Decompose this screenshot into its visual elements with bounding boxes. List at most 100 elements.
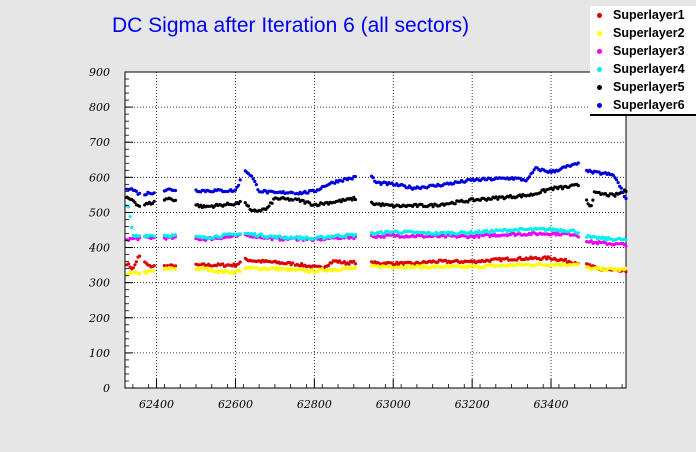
x-tick-label: 63200: [455, 398, 490, 411]
y-tick-label: 600: [89, 171, 110, 184]
data-point: [554, 233, 558, 237]
data-point: [221, 262, 225, 266]
y-tick-label: 800: [89, 101, 110, 114]
data-point: [624, 266, 628, 270]
data-point: [306, 191, 310, 195]
data-point: [417, 264, 421, 268]
data-point: [237, 202, 241, 206]
data-point: [404, 266, 408, 270]
data-point: [497, 256, 501, 260]
data-point: [379, 230, 383, 234]
data-point: [344, 235, 348, 239]
data-point: [477, 235, 481, 239]
data-point: [250, 174, 254, 178]
data-point: [138, 254, 142, 258]
data-point: [453, 202, 457, 206]
data-point: [494, 195, 498, 199]
series-superlayer5: [125, 182, 628, 213]
data-point: [353, 198, 357, 202]
data-point: [295, 234, 299, 239]
data-point: [333, 181, 337, 185]
data-point: [496, 197, 500, 201]
data-point: [144, 271, 148, 275]
data-point: [286, 269, 290, 273]
legend-entry-superlayer2: Superlayer2: [590, 24, 696, 42]
legend-entry-superlayer5: Superlayer5: [590, 78, 696, 96]
data-point: [589, 239, 593, 243]
data-point: [233, 188, 238, 192]
x-tick-label: 62800: [297, 398, 332, 411]
data-point: [253, 232, 257, 236]
data-point: [300, 262, 304, 266]
data-point: [298, 264, 302, 268]
legend-marker-superlayer5: [597, 85, 602, 90]
data-point: [152, 264, 156, 268]
legend-marker-superlayer2: [597, 31, 602, 36]
data-point: [275, 236, 279, 240]
data-point: [447, 230, 451, 234]
legend-entry-superlayer3: Superlayer3: [590, 42, 696, 60]
data-point: [297, 237, 301, 241]
data-point: [130, 225, 134, 229]
data-point: [564, 257, 568, 261]
data-point: [317, 203, 321, 207]
data-point: [395, 260, 399, 264]
data-point: [418, 266, 423, 270]
y-tick-label: 300: [89, 277, 110, 290]
data-point: [138, 204, 142, 208]
data-point: [287, 260, 292, 265]
legend-label-superlayer4: Superlayer4: [613, 62, 685, 76]
legend-marker-superlayer6: [597, 103, 602, 108]
data-point: [173, 233, 178, 237]
chart-title: DC Sigma after Iteration 6 (all sectors): [112, 14, 470, 37]
y-tick-label: 400: [88, 242, 110, 255]
legend-entry-superlayer6: Superlayer6: [590, 96, 696, 114]
data-point: [134, 260, 138, 264]
x-tick-label: 63000: [376, 398, 411, 411]
data-point: [144, 193, 148, 197]
data-point: [429, 202, 434, 206]
data-point: [576, 184, 580, 188]
data-point: [301, 199, 305, 203]
data-point: [237, 183, 241, 187]
data-point: [341, 179, 345, 183]
data-point: [291, 267, 295, 271]
data-point: [205, 266, 209, 270]
legend-label-superlayer5: Superlayer5: [613, 80, 685, 94]
data-point: [138, 272, 142, 276]
data-point: [196, 203, 200, 207]
data-point: [353, 262, 357, 266]
data-point: [199, 203, 203, 207]
data-point: [532, 168, 536, 172]
data-point: [505, 256, 509, 260]
data-point: [353, 174, 357, 179]
data-point: [291, 191, 295, 195]
data-point: [330, 261, 334, 265]
legend-entry-superlayer1: Superlayer1: [590, 6, 696, 24]
data-point: [303, 237, 307, 242]
series-superlayer2: [125, 261, 628, 277]
data-point: [399, 260, 404, 264]
legend-entry-superlayer4: Superlayer4: [590, 60, 696, 78]
data-point: [133, 263, 137, 267]
data-point: [619, 186, 623, 190]
data-point: [624, 189, 628, 194]
data-point: [127, 262, 131, 266]
data-point: [173, 264, 178, 268]
data-point: [232, 262, 236, 266]
data-point: [138, 234, 142, 238]
data-point: [152, 234, 156, 238]
legend: Superlayer1 Superlayer2 Superlayer3 Supe…: [590, 6, 696, 116]
data-point: [342, 260, 346, 264]
data-point: [350, 177, 354, 181]
data-point: [138, 191, 142, 195]
data-point: [238, 232, 242, 236]
data-point: [576, 231, 580, 235]
data-point: [210, 267, 214, 271]
data-point: [600, 235, 604, 239]
data-point: [291, 261, 295, 265]
data-point: [254, 183, 258, 187]
data-point: [382, 235, 386, 239]
points-layer: [125, 161, 628, 277]
